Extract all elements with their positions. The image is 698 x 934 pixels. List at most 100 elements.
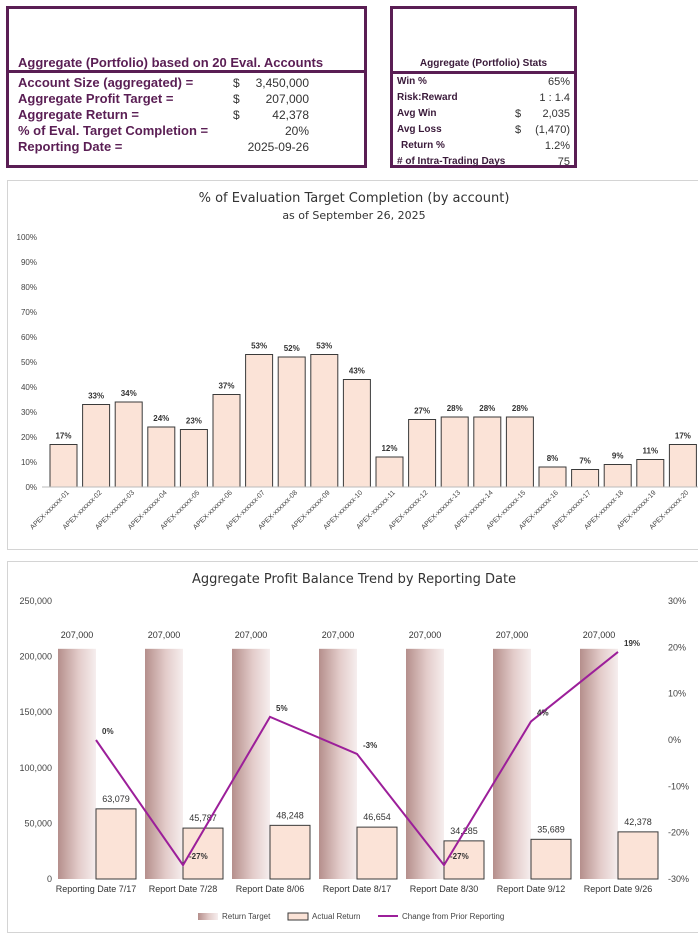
- x-tick-label: Report Date 7/28: [149, 884, 218, 894]
- summary-row-currency: $: [233, 92, 240, 106]
- y-tick-label: 200,000: [19, 652, 52, 662]
- bar: [310, 354, 339, 488]
- profit-trend-panel: Aggregate Profit Balance Trend by Report…: [7, 561, 698, 933]
- bar: [277, 356, 306, 488]
- stats-row-value: 1.2%: [544, 140, 570, 152]
- y2-tick-label: 30%: [668, 596, 686, 606]
- data-label: 33%: [88, 392, 104, 401]
- data-label: 11%: [643, 447, 659, 456]
- data-label: 27%: [414, 407, 430, 416]
- summary-divider: [9, 70, 364, 73]
- y-tick-label: 250,000: [19, 596, 52, 606]
- x-tick-label: Report Date 8/17: [323, 884, 392, 894]
- summary-row-currency: $: [233, 76, 240, 90]
- legend-label: Actual Return: [312, 912, 360, 921]
- data-label: 34%: [121, 389, 137, 398]
- y-tick-label: 60%: [21, 333, 37, 342]
- summary-row-value: 42,378: [272, 108, 309, 122]
- actual-bar: [356, 826, 398, 880]
- target-bar: [319, 648, 357, 879]
- bar: [603, 464, 632, 488]
- y-tick-label: 150,000: [19, 707, 52, 717]
- actual-bar: [617, 831, 659, 880]
- stats-panel: Aggregate (Portfolio) Stats Win % 65% Risk…: [390, 6, 577, 168]
- y-tick-label: 100%: [17, 233, 37, 242]
- change-label: 4%: [537, 708, 549, 717]
- summary-row-label: Aggregate Return =: [18, 107, 139, 122]
- bar: [49, 444, 78, 488]
- summary-panel: Aggregate (Portfolio) based on 20 Eval. …: [6, 6, 367, 168]
- bar: [179, 429, 208, 488]
- legend-label: Return Target: [222, 912, 271, 921]
- summary-row-currency: $: [233, 108, 240, 122]
- y2-tick-label: 10%: [668, 689, 686, 699]
- bar: [668, 444, 697, 488]
- stats-row-value: 1 : 1.4: [539, 92, 570, 104]
- bar: [375, 456, 404, 488]
- data-label: 52%: [284, 344, 300, 353]
- y-tick-label: 50%: [21, 358, 37, 367]
- y2-tick-label: 0%: [668, 735, 681, 745]
- bar: [440, 416, 469, 488]
- bar: [408, 419, 437, 488]
- completion-chart-title: % of Evaluation Target Completion (by ac…: [198, 191, 510, 206]
- actual-bar-label: 35,689: [537, 824, 565, 834]
- summary-row-value: 2025-09-26: [247, 140, 309, 154]
- completion-chart: 0%10%20%30%40%50%60%70%80%90%100%17%APEX…: [17, 233, 698, 531]
- change-line: [95, 651, 619, 867]
- actual-bar: [269, 824, 311, 880]
- profit-trend-title: Aggregate Profit Balance Trend by Report…: [191, 572, 517, 587]
- summary-row-label: Aggregate Profit Target =: [18, 91, 174, 106]
- y2-tick-label: -20%: [668, 828, 689, 838]
- data-label: 7%: [579, 457, 591, 466]
- stats-row-value: (1,470): [535, 124, 570, 136]
- legend-label: Change from Prior Reporting: [402, 912, 504, 921]
- data-label: 23%: [186, 417, 202, 426]
- stats-row-label: Risk:Reward: [397, 92, 458, 103]
- y-tick-label: 0%: [25, 483, 37, 492]
- summary-row-label: Reporting Date =: [18, 139, 123, 154]
- data-label: 17%: [55, 432, 71, 441]
- data-label: 9%: [612, 452, 624, 461]
- x-tick-label: Report Date 8/30: [410, 884, 479, 894]
- bar: [473, 416, 502, 488]
- stats-title: Aggregate (Portfolio) Stats: [419, 58, 548, 69]
- target-bar: [493, 648, 531, 879]
- target-bar: [145, 648, 183, 879]
- stats-row-value: 2,035: [542, 108, 570, 120]
- target-bar-label: 207,000: [61, 630, 94, 640]
- change-label: -27%: [189, 852, 208, 861]
- actual-bar-label: 42,378: [624, 817, 652, 827]
- bar: [212, 394, 241, 488]
- bar: [636, 459, 665, 488]
- stats-divider: [393, 71, 574, 74]
- y2-tick-label: -10%: [668, 781, 689, 791]
- y-tick-label: 50,000: [24, 818, 52, 828]
- change-label: 5%: [276, 704, 288, 713]
- completion-chart-subtitle: as of September 26, 2025: [282, 209, 426, 222]
- stats-row-value: 65%: [547, 76, 570, 88]
- bar: [82, 404, 111, 488]
- y-tick-label: 30%: [21, 408, 37, 417]
- stats-row-value: 75: [557, 156, 570, 168]
- stats-row-currency: $: [515, 108, 522, 120]
- actual-bar: [443, 840, 485, 880]
- actual-bar-label: 45,787: [189, 813, 217, 823]
- target-bar: [232, 648, 270, 879]
- data-label: 28%: [512, 404, 528, 413]
- x-tick-label: Reporting Date 7/17: [56, 884, 137, 894]
- bar: [147, 426, 176, 488]
- stats-row-label: Win %: [397, 76, 427, 87]
- stats-row-label: Avg Win: [397, 108, 437, 119]
- target-bar: [406, 648, 444, 879]
- target-bar: [58, 648, 96, 879]
- change-label: -27%: [450, 852, 469, 861]
- bar: [114, 401, 143, 488]
- actual-bar: [95, 808, 137, 880]
- data-label: 28%: [447, 404, 463, 413]
- y-tick-label: 80%: [21, 283, 37, 292]
- target-bar: [580, 648, 618, 879]
- bar: [342, 379, 371, 488]
- bar: [571, 469, 600, 488]
- legend-swatch-actual: [287, 912, 309, 921]
